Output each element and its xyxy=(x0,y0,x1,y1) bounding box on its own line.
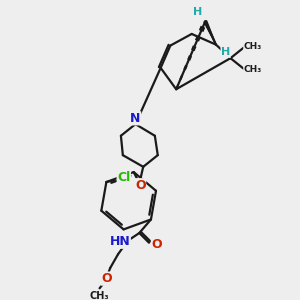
Text: CH₃: CH₃ xyxy=(90,291,110,300)
Text: H: H xyxy=(193,7,202,16)
Text: CH₃: CH₃ xyxy=(244,65,262,74)
Text: N: N xyxy=(130,112,141,125)
Text: CH₃: CH₃ xyxy=(244,42,262,51)
Text: Cl: Cl xyxy=(117,171,130,184)
Polygon shape xyxy=(204,21,216,45)
Text: O: O xyxy=(101,272,112,285)
Text: HN: HN xyxy=(110,235,130,248)
Text: H: H xyxy=(221,47,230,57)
Text: O: O xyxy=(152,238,162,251)
Text: O: O xyxy=(135,179,146,192)
